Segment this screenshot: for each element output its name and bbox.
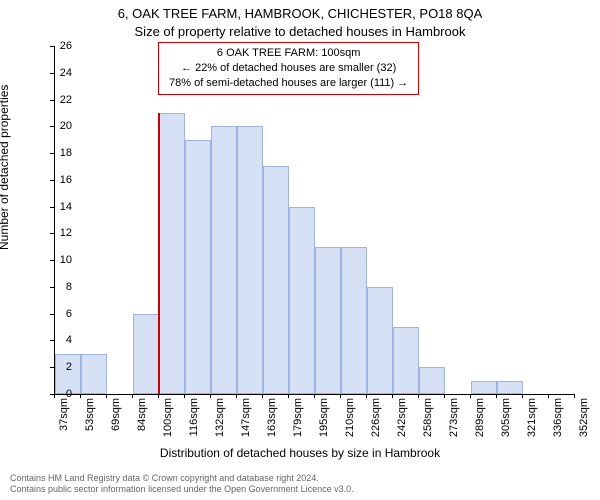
x-tick-mark xyxy=(158,394,159,398)
histogram-bar xyxy=(419,367,445,394)
plot-area xyxy=(54,46,575,395)
x-tick-label: 179sqm xyxy=(292,398,304,437)
x-axis-label: Distribution of detached houses by size … xyxy=(0,446,600,460)
footer-line-1: Contains HM Land Registry data © Crown c… xyxy=(10,473,354,485)
x-tick-label: 321sqm xyxy=(526,398,538,437)
x-tick-label: 226sqm xyxy=(370,398,382,437)
x-tick-mark xyxy=(470,394,471,398)
chart-title-address: 6, OAK TREE FARM, HAMBROOK, CHICHESTER, … xyxy=(0,6,600,21)
annotation-line: ← 22% of detached houses are smaller (32… xyxy=(169,61,408,76)
x-tick-label: 305sqm xyxy=(500,398,512,437)
y-axis-label: Number of detached properties xyxy=(0,85,11,250)
y-tick-mark xyxy=(50,207,54,208)
histogram-bar xyxy=(159,113,185,394)
y-tick-mark xyxy=(50,126,54,127)
x-tick-label: 69sqm xyxy=(110,398,122,431)
annotation-box: 6 OAK TREE FARM: 100sqm← 22% of detached… xyxy=(158,42,419,95)
x-tick-label: 195sqm xyxy=(318,398,330,437)
property-marker-line xyxy=(158,113,160,394)
x-tick-label: 210sqm xyxy=(344,398,356,437)
y-tick-mark xyxy=(50,340,54,341)
x-tick-mark xyxy=(262,394,263,398)
x-tick-mark xyxy=(522,394,523,398)
x-tick-mark xyxy=(366,394,367,398)
histogram-bar xyxy=(315,247,341,394)
x-tick-mark xyxy=(548,394,549,398)
x-tick-mark xyxy=(392,394,393,398)
histogram-bar xyxy=(497,381,523,394)
y-tick-mark xyxy=(50,180,54,181)
x-tick-mark xyxy=(444,394,445,398)
x-tick-label: 147sqm xyxy=(240,398,252,437)
x-tick-mark xyxy=(418,394,419,398)
histogram-bar xyxy=(393,327,419,394)
x-tick-label: 100sqm xyxy=(162,398,174,437)
x-tick-mark xyxy=(80,394,81,398)
annotation-line: 6 OAK TREE FARM: 100sqm xyxy=(169,46,408,61)
x-tick-mark xyxy=(314,394,315,398)
x-tick-mark xyxy=(340,394,341,398)
histogram-bar xyxy=(341,247,367,394)
x-tick-mark xyxy=(132,394,133,398)
y-tick-mark xyxy=(50,153,54,154)
x-tick-label: 289sqm xyxy=(474,398,486,437)
histogram-bar xyxy=(133,314,159,394)
histogram-bar xyxy=(263,166,289,394)
x-tick-mark xyxy=(184,394,185,398)
histogram-bar xyxy=(81,354,107,394)
histogram-bar xyxy=(289,207,315,394)
x-tick-mark xyxy=(106,394,107,398)
x-tick-label: 116sqm xyxy=(188,398,200,436)
x-tick-label: 132sqm xyxy=(214,398,226,437)
y-tick-mark xyxy=(50,367,54,368)
y-tick-mark xyxy=(50,46,54,47)
y-tick-mark xyxy=(50,287,54,288)
histogram-bar xyxy=(367,287,393,394)
x-tick-label: 273sqm xyxy=(448,398,460,437)
y-tick-mark xyxy=(50,233,54,234)
x-tick-label: 258sqm xyxy=(422,398,434,437)
y-tick-mark xyxy=(50,100,54,101)
x-tick-mark xyxy=(288,394,289,398)
chart-subtitle: Size of property relative to detached ho… xyxy=(0,24,600,39)
footer-line-2: Contains public sector information licen… xyxy=(10,484,354,496)
annotation-line: 78% of semi-detached houses are larger (… xyxy=(169,76,408,91)
x-tick-label: 163sqm xyxy=(266,398,278,437)
histogram-bar xyxy=(471,381,497,394)
histogram-bar xyxy=(185,140,211,394)
y-tick-mark xyxy=(50,314,54,315)
x-tick-label: 53sqm xyxy=(84,398,96,431)
x-tick-mark xyxy=(236,394,237,398)
x-tick-mark xyxy=(574,394,575,398)
x-tick-label: 242sqm xyxy=(396,398,408,437)
y-tick-mark xyxy=(50,73,54,74)
x-tick-mark xyxy=(54,394,55,398)
histogram-bar xyxy=(237,126,263,394)
footer-attribution: Contains HM Land Registry data © Crown c… xyxy=(10,473,354,496)
x-tick-mark xyxy=(496,394,497,398)
chart-container: 6, OAK TREE FARM, HAMBROOK, CHICHESTER, … xyxy=(0,0,600,500)
y-tick-mark xyxy=(50,260,54,261)
x-tick-label: 352sqm xyxy=(578,398,590,437)
histogram-bar xyxy=(211,126,237,394)
x-tick-label: 84sqm xyxy=(136,398,148,431)
x-tick-mark xyxy=(210,394,211,398)
x-tick-label: 336sqm xyxy=(552,398,564,437)
x-tick-label: 37sqm xyxy=(58,398,70,431)
